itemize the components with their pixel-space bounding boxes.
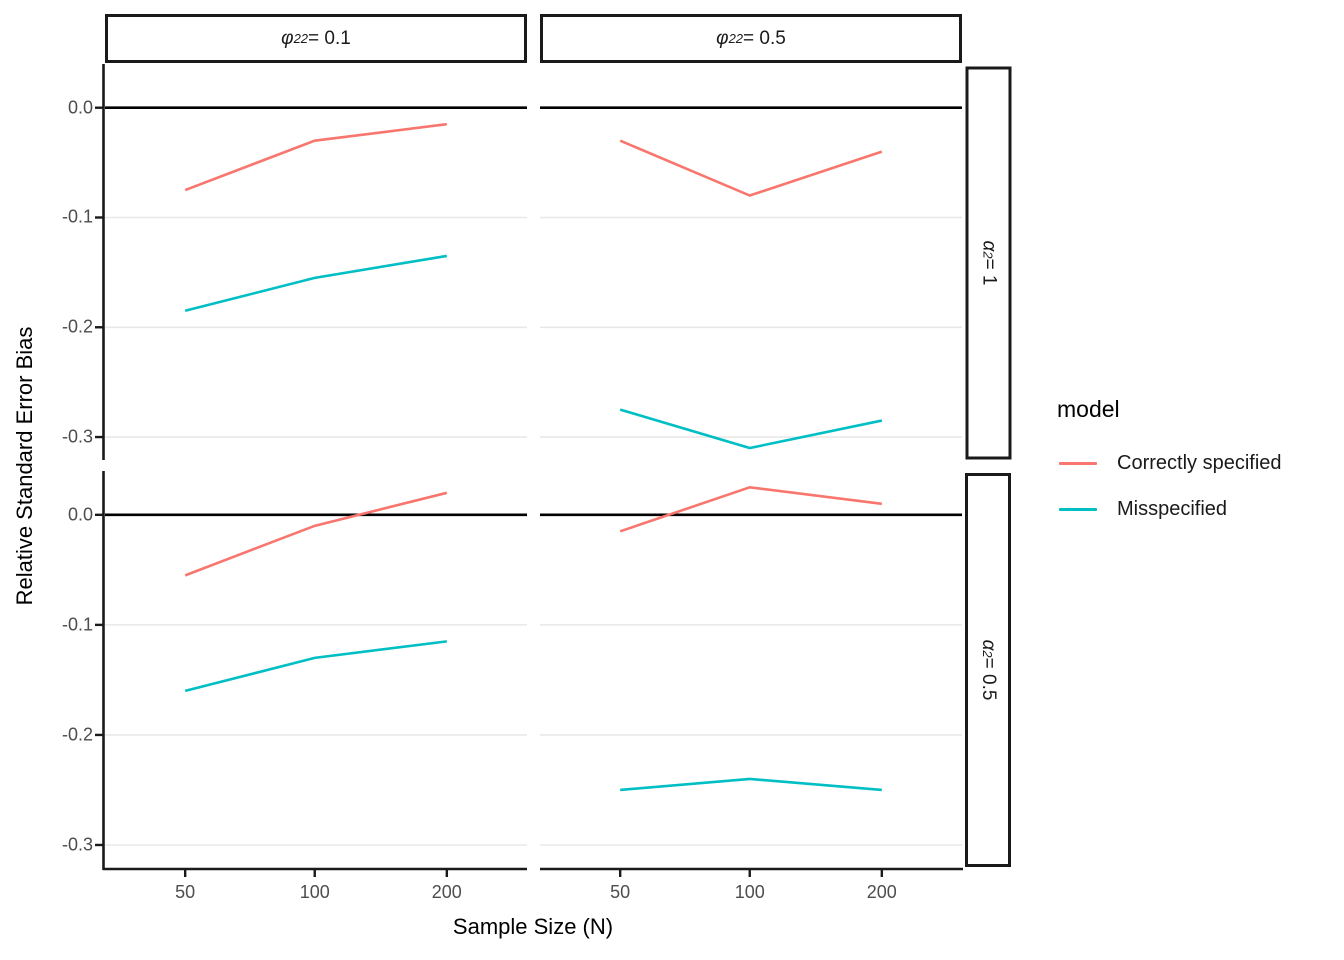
legend-label: Correctly specified <box>1117 451 1282 474</box>
series-line <box>184 122 447 192</box>
correctly-specified-line-swatch <box>1059 461 1097 465</box>
misspecified-line-swatch <box>1059 507 1097 511</box>
series-line <box>184 640 447 693</box>
facet-col-1-value: = 0.1 <box>308 27 351 49</box>
legend-entry-misspecified: Misspecified <box>1055 495 1340 523</box>
facet-col-1-symbol: φ <box>281 27 294 49</box>
facet-col-2-symbol: φ <box>716 27 729 49</box>
series-line <box>619 485 882 533</box>
x-tick-label: 200 <box>866 882 897 902</box>
x-tick-label: 100 <box>734 882 765 902</box>
y-tick-label: -0.3 <box>61 426 93 447</box>
facet-row-1-symbol: α <box>978 239 999 251</box>
y-tick-label: -0.2 <box>61 724 93 745</box>
facet-col-2-value: = 0.5 <box>743 27 786 49</box>
facet-row-2-value: = 0.5 <box>978 657 999 701</box>
y-tick-label: -0.1 <box>61 614 93 635</box>
facet-row-1-subscript: 2 <box>980 250 996 259</box>
facet-strip-col-1: φ 22 = 0.1 <box>105 14 527 63</box>
series-line <box>184 491 448 577</box>
series-line <box>184 254 448 313</box>
y-tick-label: -0.2 <box>61 316 93 337</box>
y-tick-label: 0.0 <box>67 504 93 525</box>
y-tick-label: -0.1 <box>61 206 93 227</box>
facet-strip-col-2: φ 22 = 0.5 <box>540 14 962 63</box>
x-tick-label: 200 <box>431 882 462 902</box>
facet-row-2-subscript: 2 <box>980 650 996 658</box>
x-tick-label: 50 <box>175 882 196 902</box>
x-tick-label: 100 <box>299 882 330 902</box>
series-line <box>619 139 883 197</box>
facet-col-2-subscript: 22 <box>728 31 744 46</box>
facet-row-2-symbol: α <box>978 639 999 651</box>
x-tick-label: 50 <box>610 882 631 902</box>
legend-entry-correctly-specified: Correctly specified <box>1055 449 1340 477</box>
series-line <box>620 777 882 792</box>
legend-title: model <box>1057 396 1120 422</box>
series-line <box>619 408 883 450</box>
y-tick-label: -0.3 <box>61 834 93 855</box>
facet-row-1-value: = 1 <box>978 258 999 286</box>
x-axis-title: Sample Size (N) <box>452 914 614 939</box>
legend-label: Misspecified <box>1117 497 1228 520</box>
facet-col-1-subscript: 22 <box>293 31 309 46</box>
y-axis-title: Relative Standard Error Bias <box>12 326 37 606</box>
y-tick-label: 0.0 <box>67 97 93 118</box>
legend: model Correctly specified Misspecified <box>1055 396 1340 541</box>
